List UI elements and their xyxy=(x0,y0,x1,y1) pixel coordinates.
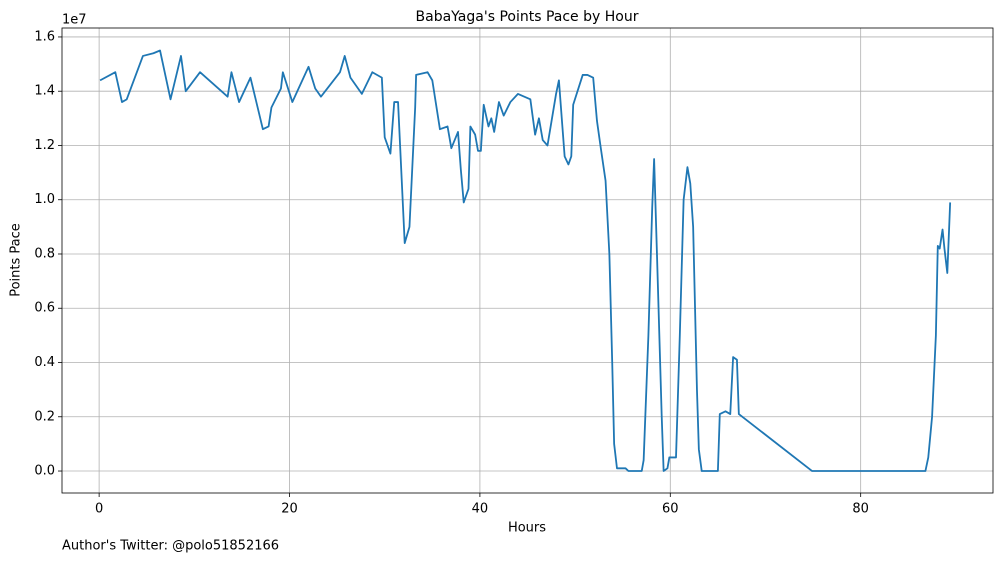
x-axis-label: Hours xyxy=(508,521,546,536)
y-tick-label: 1.0 xyxy=(34,192,55,207)
y-tick-label: 0.2 xyxy=(34,409,55,424)
y-tick-label: 0.6 xyxy=(34,301,55,316)
y-tick-label: 0.4 xyxy=(34,355,55,370)
y-tick-label: 1.4 xyxy=(34,84,55,99)
y-tick-label: 1.6 xyxy=(34,29,55,44)
data-line xyxy=(99,49,952,472)
x-tick-label: 0 xyxy=(95,502,103,517)
y-offset-text: 1e7 xyxy=(62,13,87,28)
x-tick-label: 80 xyxy=(852,502,869,517)
y-axis-label: Points Pace xyxy=(9,223,24,297)
x-tick-label: 20 xyxy=(281,502,298,517)
plot-frame xyxy=(61,27,994,494)
x-tick-label: 40 xyxy=(472,502,489,517)
footnote: Author's Twitter: @polo51852166 xyxy=(62,539,279,554)
chart-title: BabaYaga's Points Pace by Hour xyxy=(416,9,639,25)
y-tick-label: 1.2 xyxy=(34,138,55,153)
y-tick-label: 0.8 xyxy=(34,246,55,261)
x-tick-label: 60 xyxy=(662,502,679,517)
y-tick-label: 0.0 xyxy=(34,464,55,479)
